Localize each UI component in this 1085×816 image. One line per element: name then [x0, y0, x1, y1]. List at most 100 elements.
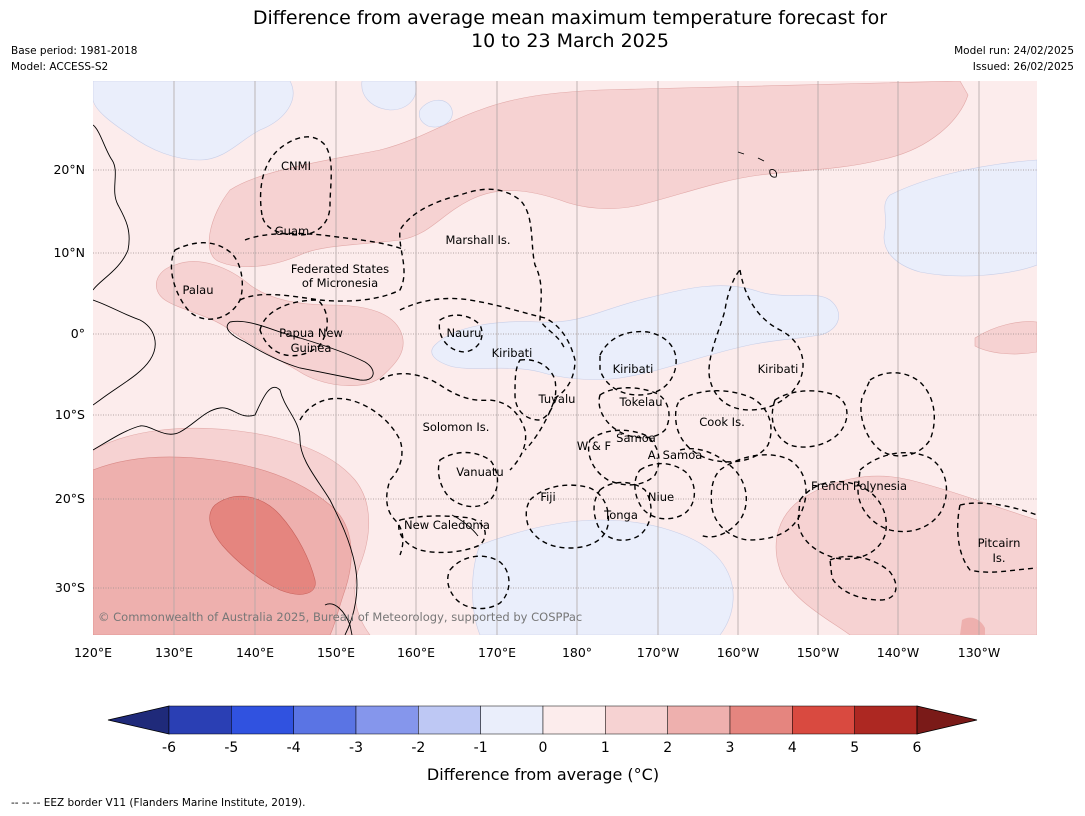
hawaii-coastline [737, 151, 777, 178]
anomaly-band-neg1-0 [472, 519, 734, 635]
colorbar-segment [854, 705, 918, 735]
region-label-tonga: Tonga [603, 508, 638, 522]
region-label-french-polynesia: French Polynesia [811, 479, 907, 493]
colorbar-segment [542, 705, 606, 735]
colorbar-segment [480, 705, 544, 735]
colorbar-segment [792, 705, 855, 735]
region-label-is: Is. [992, 551, 1005, 565]
anomaly-band-neg1-0 [431, 285, 839, 380]
latitude-tick-label: 30°S [55, 580, 85, 595]
latitude-tick-label: 20°N [53, 162, 85, 177]
longitude-tick-label: 130°W [958, 645, 1000, 660]
colorbar-tick-label: -5 [224, 740, 238, 756]
colorbar-tick-label: 1 [601, 740, 610, 756]
region-label-kiribati: Kiribati [492, 346, 533, 360]
colorbar-tick-label: 3 [726, 740, 735, 756]
latitude-tick-label: 20°S [55, 491, 85, 506]
region-label-guinea: Guinea [291, 341, 332, 355]
region-label-kiribati: Kiribati [613, 362, 654, 376]
longitude-tick-label: 140°W [877, 645, 919, 660]
region-label-tuvalu: Tuvalu [538, 392, 576, 406]
anomaly-band-3-4 [209, 496, 316, 595]
colorbar-tick-label: -1 [474, 740, 488, 756]
colorbar-tick-label: 4 [788, 740, 797, 756]
colorbar-tick-label: 6 [913, 740, 922, 756]
new-guinea-coastline [226, 320, 374, 381]
anomaly-band-neg1-0 [883, 159, 1037, 277]
region-label-of-micronesia: of Micronesia [302, 276, 378, 290]
chart-title: Difference from average mean maximum tem… [0, 7, 1085, 53]
model-name: Model: ACCESS-S2 [11, 61, 109, 73]
latitude-tick-label: 10°S [55, 407, 85, 422]
region-label-vanuatu: Vanuatu [456, 465, 503, 479]
anomaly-band-1-2 [208, 81, 969, 268]
title-line-1: Difference from average mean maximum tem… [252, 7, 888, 29]
map-area: © Commonwealth of Australia 2025, Bureau… [93, 81, 1037, 635]
australia-coastline [93, 387, 358, 635]
model-run: Model run: 24/02/2025 [954, 45, 1074, 57]
region-label-solomon-is: Solomon Is. [423, 420, 490, 434]
region-label-cook-is: Cook Is. [699, 415, 744, 429]
anomaly-band-1-2 [775, 475, 1037, 635]
colorbar-segment [355, 705, 419, 735]
issued-date: Issued: 26/02/2025 [972, 61, 1074, 73]
meta-right: Model run: 24/02/2025 Issued: 26/02/2025 [954, 43, 1074, 75]
colorbar-segment [667, 705, 731, 735]
region-label-a-samoa: A. Samoa [648, 448, 703, 462]
region-label-papua-new: Papua New [279, 326, 343, 340]
region-label-new-caledonia: New Caledonia [404, 518, 490, 532]
longitude-tick-label: 140°E [236, 645, 274, 660]
anomaly-band-neg1-0 [93, 81, 294, 161]
region-label-samoa: Samoa [616, 431, 656, 445]
region-label-w-f: W & F [577, 439, 611, 453]
longitude-labels: 120°E 130°E 140°E 150°E 160°E 170°E 180° 170°W 1… [74, 645, 1000, 660]
region-label-kiribati: Kiribati [758, 362, 799, 376]
colorbar-segment [729, 705, 793, 735]
colorbar-extend-high [916, 705, 978, 735]
longitude-tick-label: 160°E [397, 645, 435, 660]
colorbar-tick-label: -3 [349, 740, 363, 756]
longitude-tick-label: 180° [562, 645, 592, 660]
meta-left: Base period: 1981-2018 Model: ACCESS-S2 [11, 43, 137, 75]
longitude-tick-label: 170°E [478, 645, 516, 660]
longitude-tick-label: 150°E [317, 645, 355, 660]
colorbar-tick-label: 2 [663, 740, 672, 756]
eez-footnote: -- -- -- EEZ border V11 (Flanders Marine… [11, 797, 306, 809]
longitude-tick-label: 120°E [74, 645, 112, 660]
colorbar-tick-label: -6 [162, 740, 176, 756]
colorbar-label: Difference from average (°C) [427, 765, 659, 784]
region-label-marshall-is: Marshall Is. [445, 233, 510, 247]
eez-borders [170, 136, 1037, 610]
colorbar-tick-label: -4 [287, 740, 301, 756]
new-zealand-coastline [324, 603, 353, 635]
region-label-fiji: Fiji [540, 490, 555, 504]
colorbar-segment [168, 705, 232, 735]
region-label-guam: Guam [275, 224, 309, 238]
region-label-nauru: Nauru [447, 326, 482, 340]
anomaly-band-neg1-0 [418, 99, 453, 128]
longitude-tick-label: 170°W [637, 645, 679, 660]
colorbar-tick-label: 5 [850, 740, 859, 756]
colorbar-segment [231, 705, 294, 735]
anomaly-band-1-2 [156, 261, 404, 386]
colorbar-segment [418, 705, 481, 735]
region-label-tokelau: Tokelau [619, 395, 663, 409]
region-label-pitcairn: Pitcairn [978, 536, 1021, 550]
latitude-labels: 20°N 10°N 0° 10°S 20°S 30°S [53, 162, 85, 595]
colorbar: -6 -5 -4 -3 -2 -1 0 1 2 3 4 5 6 [107, 705, 978, 756]
region-label-niue: Niue [648, 490, 674, 504]
region-label-federated-states: Federated States [291, 262, 389, 276]
colorbar-extend-low [107, 705, 170, 735]
colorbar-tick-label: 0 [539, 740, 548, 756]
latitude-tick-label: 10°N [53, 245, 85, 260]
colorbar-segment [293, 705, 357, 735]
longitude-tick-label: 150°W [797, 645, 839, 660]
longitude-tick-label: 130°E [155, 645, 193, 660]
base-period: Base period: 1981-2018 [11, 45, 138, 57]
borneo-philippines-coastline [93, 124, 156, 406]
region-label-palau: Palau [183, 283, 214, 297]
longitude-tick-label: 160°W [717, 645, 759, 660]
grid-lines [93, 81, 1037, 635]
region-label-cnmi: CNMI [281, 159, 311, 173]
